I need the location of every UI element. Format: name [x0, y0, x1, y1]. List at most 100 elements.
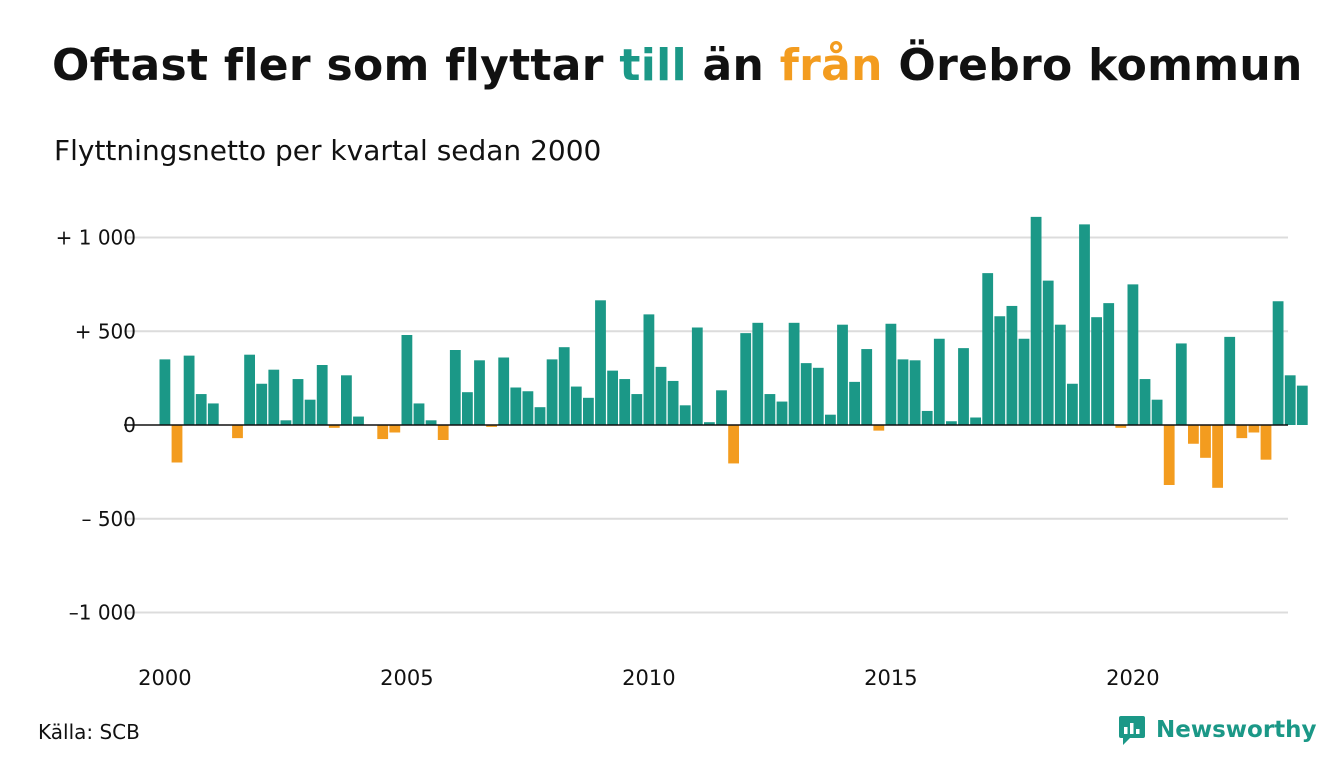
bar: [1212, 425, 1223, 488]
chart-title: Oftast fler som flyttar till än från Öre…: [52, 40, 1303, 91]
bar: [1248, 425, 1260, 433]
bar: [449, 350, 461, 425]
title-part1: Oftast fler som flyttar: [52, 40, 620, 91]
bar: [691, 327, 703, 425]
tick-labels: + 1 000 + 500 0 – 500 –1 000 2000 2005 2010 2015…: [56, 226, 1160, 691]
bar: [1042, 280, 1054, 425]
bar: [800, 363, 812, 425]
x-tick-label: 2000: [138, 666, 191, 690]
y-tick-label: 0: [123, 413, 136, 437]
bar: [268, 369, 280, 425]
title-part3: Örebro kommun: [882, 40, 1303, 91]
title-highlight-in: till: [619, 40, 687, 91]
bar: [861, 349, 873, 425]
x-tick-label: 2015: [864, 666, 917, 690]
bar: [1054, 324, 1066, 425]
bar: [1018, 338, 1030, 425]
bar: [389, 425, 401, 433]
bar: [328, 425, 340, 428]
bar: [1103, 303, 1115, 425]
bar: [897, 359, 909, 425]
bar: [849, 381, 860, 425]
bar: [1139, 379, 1151, 425]
title-highlight-out: från: [779, 40, 883, 91]
grid-lines: [124, 236, 1288, 614]
bar: [171, 425, 183, 463]
brand-name: Newsworthy: [1156, 717, 1317, 743]
bar-chart: + 1 000 + 500 0 – 500 –1 000 2000 2005 2010 2015…: [56, 216, 1308, 691]
bar: [643, 314, 655, 425]
bar: [1151, 399, 1163, 425]
bar: [304, 399, 316, 425]
bar: [1296, 385, 1308, 425]
bar: [716, 390, 727, 425]
bar: [1284, 375, 1296, 425]
bar: [825, 414, 836, 425]
bars: [159, 216, 1308, 488]
bar: [958, 348, 969, 425]
bar: [837, 324, 848, 425]
y-tick-label: + 1 000: [56, 226, 136, 250]
bar: [933, 338, 945, 425]
title-part2: än: [686, 40, 780, 91]
bar: [607, 370, 618, 425]
bar: [946, 421, 957, 425]
bar: [1224, 336, 1236, 425]
bar: [1115, 425, 1127, 428]
bar: [232, 425, 243, 439]
bar: [1260, 425, 1272, 460]
bar: [534, 407, 546, 425]
bar: [292, 379, 304, 425]
bar: [341, 375, 352, 425]
bar: [280, 420, 292, 425]
bar: [183, 355, 195, 425]
bar: [776, 401, 788, 425]
bar: [207, 403, 219, 425]
bar: [462, 392, 473, 425]
bar: [1067, 383, 1078, 425]
bar: [1091, 317, 1102, 425]
bar: [667, 380, 679, 425]
bar: [704, 422, 715, 425]
newsworthy-logo: Newsworthy: [1118, 714, 1317, 746]
bar: [764, 394, 776, 425]
bar: [377, 425, 389, 440]
bar: [1163, 425, 1175, 485]
bar: [1188, 425, 1199, 444]
bar: [873, 425, 885, 431]
bar: [546, 359, 558, 425]
bar: [740, 333, 752, 425]
chart-subtitle: Flyttningsnetto per kvartal sedan 2000: [54, 134, 602, 167]
bar: [522, 391, 534, 425]
bar: [256, 383, 268, 425]
bar: [159, 359, 171, 425]
bar: [1079, 224, 1090, 425]
bar: [619, 379, 631, 425]
bar: [558, 347, 570, 425]
bar: [437, 425, 449, 440]
bar: [728, 425, 739, 464]
bar: [1006, 305, 1018, 425]
x-tick-label: 2010: [622, 666, 675, 690]
bar: [570, 386, 582, 425]
bar: [1236, 425, 1248, 439]
bar: [486, 425, 497, 427]
bar: [583, 397, 594, 425]
bar: [195, 394, 207, 425]
bar: [970, 417, 981, 425]
bar: [244, 354, 255, 425]
bar: [655, 366, 667, 425]
bar: [631, 394, 643, 425]
bar: [1200, 425, 1211, 458]
bar: [595, 300, 606, 425]
bar: [425, 420, 437, 425]
bar: [474, 360, 485, 425]
bar: [1175, 343, 1187, 425]
bar: [885, 323, 897, 425]
bar: [1127, 284, 1139, 425]
bar: [921, 410, 933, 425]
bar: [1030, 216, 1042, 425]
bar: [510, 387, 522, 425]
bar: [679, 405, 691, 425]
bar: [316, 365, 328, 425]
